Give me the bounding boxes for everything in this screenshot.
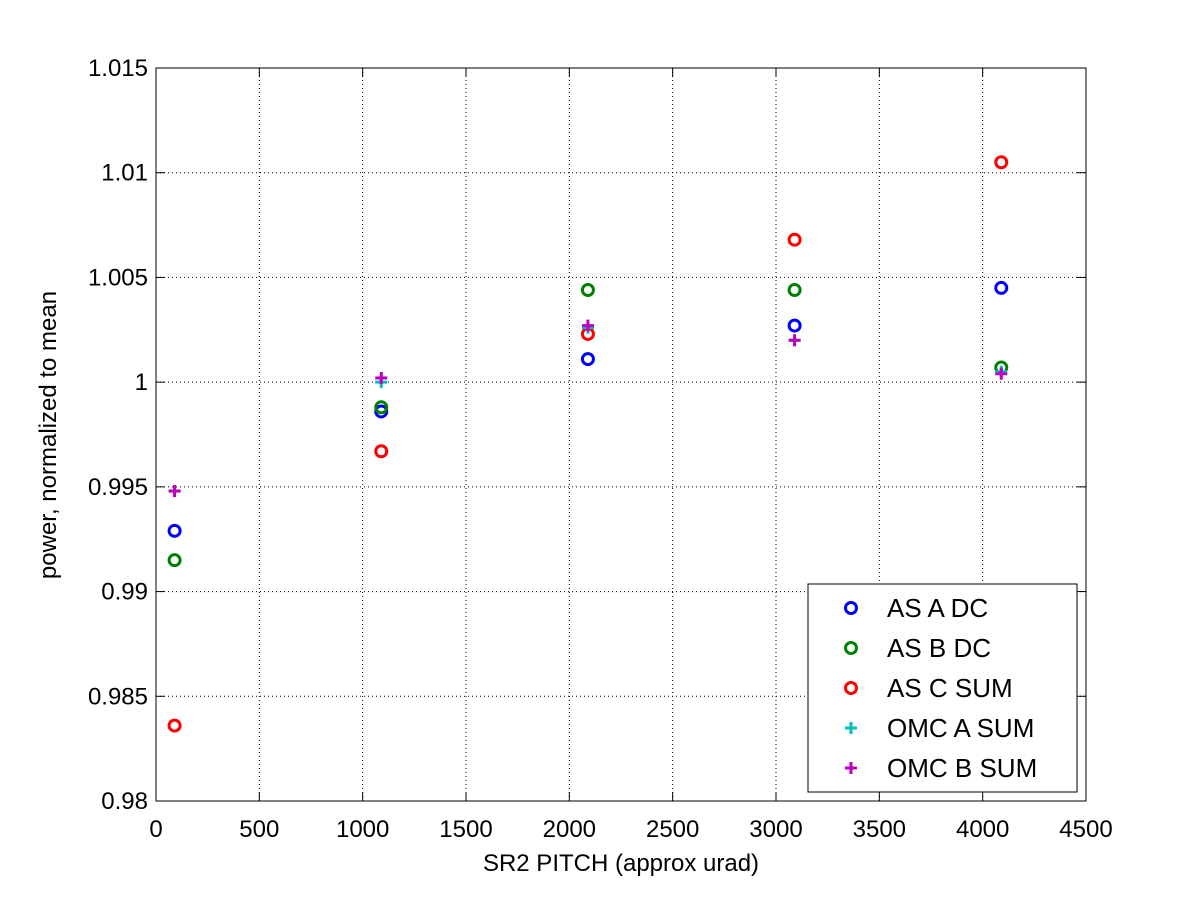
data-point [994,155,1009,170]
x-tick-label: 1000 [336,816,389,843]
legend-item: AS B DC [844,633,991,663]
legend-marker [845,762,857,774]
legend-label: AS C SUM [887,673,1013,703]
y-tick-label: 1.005 [88,264,148,291]
data-point [167,718,182,733]
data-series [167,155,1009,733]
y-axis-label: power, normalized to mean [35,291,62,579]
data-point [580,352,595,367]
legend-box [807,583,1078,793]
x-tick-label: 4500 [1059,816,1112,843]
legend-items: AS A DC AS B DC AS C SUM OMC A SUM OMC B SUM [844,593,1037,783]
data-point [994,280,1009,295]
grid-lines [156,68,1086,801]
legend: AS A DC AS B DC AS C SUM OMC A SUM OMC B SUM [807,583,1078,793]
y-tick-label: 0.995 [88,474,148,501]
x-tick-label: 0 [149,816,162,843]
data-point [167,523,182,538]
data-point [375,371,388,384]
axes-frame [155,67,1087,802]
data-point [787,282,802,297]
x-tick-label: 2500 [646,816,699,843]
x-tick-label: 3500 [853,816,906,843]
legend-item: AS C SUM [844,673,1013,703]
x-tick-labels: 0 500 1000 1500 2000 2500 3000 3500 4000 4500 [149,816,1112,843]
x-tick-label: 4000 [956,816,1009,843]
data-point [374,444,389,459]
series-as-b-dc [167,282,1009,568]
legend-marker [845,722,857,734]
legend-marker [844,641,858,655]
series-omc-b-sum [168,319,1008,498]
legend-marker [844,681,858,695]
legend-label: AS B DC [887,633,991,663]
data-point [580,282,595,297]
x-tick-label: 500 [239,816,279,843]
y-tick-label: 0.98 [101,788,148,815]
legend-label: AS A DC [887,593,988,623]
data-point [787,318,802,333]
data-point [787,232,802,247]
y-tick-label: 1.015 [88,55,148,82]
y-tick-label: 0.985 [88,683,148,710]
y-tick-labels: 0.98 0.985 0.99 0.995 1 1.005 1.01 1.015 [88,55,148,815]
data-point [168,485,181,498]
data-point [374,400,389,415]
y-tick-label: 0.99 [101,579,148,606]
legend-item: OMC B SUM [845,753,1037,783]
legend-item: OMC A SUM [845,713,1034,743]
x-tick-label: 2000 [543,816,596,843]
legend-label: OMC B SUM [887,753,1037,783]
data-point [581,319,594,332]
legend-label: OMC A SUM [887,713,1034,743]
x-axis-label: SR2 PITCH (approx urad) [483,850,759,877]
legend-item: AS A DC [844,593,988,623]
x-tick-label: 3000 [749,816,802,843]
legend-marker [844,601,858,615]
data-point [995,367,1008,380]
data-point [167,553,182,568]
data-point [788,334,801,347]
y-tick-label: 1 [135,369,148,396]
tick-marks [155,67,1087,802]
y-tick-label: 1.01 [101,160,148,187]
x-tick-label: 1500 [439,816,492,843]
